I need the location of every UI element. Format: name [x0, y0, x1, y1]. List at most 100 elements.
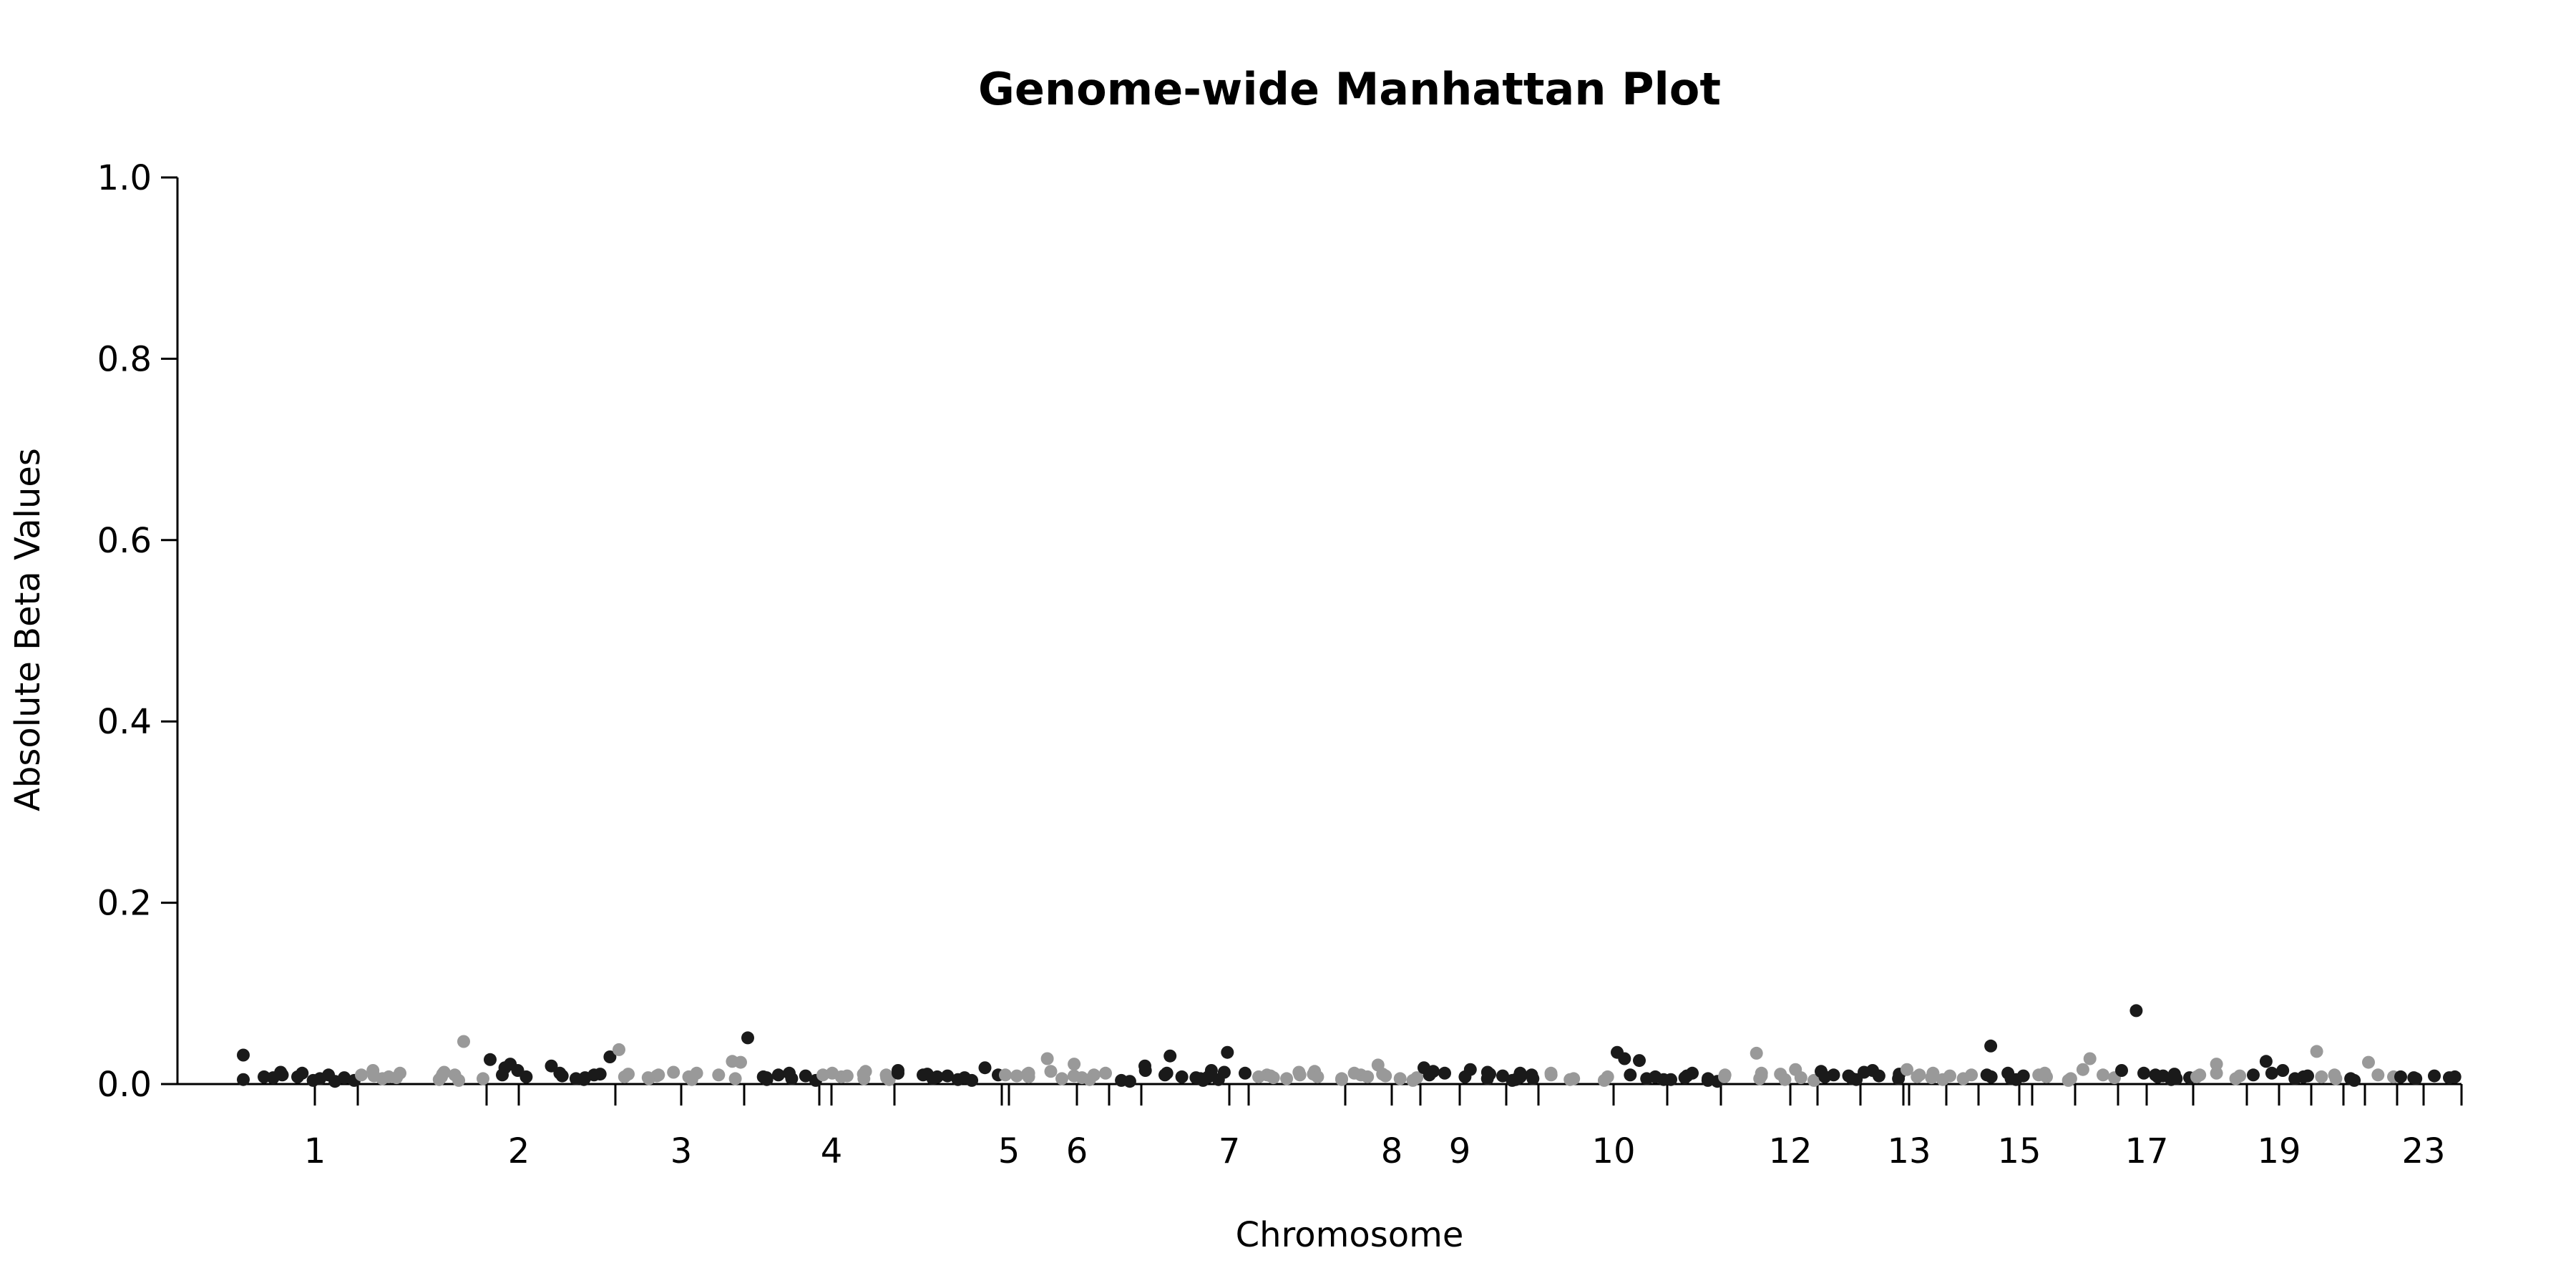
chr-23-point	[1980, 1068, 1994, 1082]
chr-22-point	[1965, 1068, 1979, 1082]
chr-25-point	[2076, 1063, 2089, 1076]
x-tick-label: 12	[1768, 1131, 1812, 1171]
chr-4-point	[712, 1068, 726, 1082]
chr-30-point	[2348, 1073, 2361, 1087]
chr-13-point	[1496, 1069, 1509, 1083]
chr-16-point	[1633, 1054, 1646, 1068]
chr-3-point	[587, 1068, 601, 1082]
chr-4-point	[667, 1065, 680, 1079]
chr-12-point	[1406, 1073, 1420, 1087]
chr-2-point	[477, 1072, 489, 1085]
chr-19-point	[1818, 1070, 1832, 1083]
chr-21-point	[1925, 1071, 1938, 1085]
chr-11-point	[1335, 1073, 1348, 1086]
chr-8-point	[1010, 1069, 1023, 1083]
chr-1-point	[274, 1065, 288, 1079]
chr-11-point	[1293, 1068, 1307, 1082]
chr-3-point	[496, 1068, 509, 1082]
chr-10-point	[1158, 1068, 1171, 1082]
chr-3-point	[545, 1059, 558, 1073]
chr-8-point	[1044, 1065, 1058, 1078]
chr-14-point	[1525, 1068, 1538, 1082]
chr-8-point	[1040, 1052, 1054, 1065]
chr-18-point	[1778, 1073, 1792, 1086]
chr-3-point	[555, 1069, 569, 1083]
chr-10-point	[1221, 1045, 1234, 1059]
chr-2-point	[457, 1035, 470, 1048]
chr-3-point	[603, 1050, 617, 1063]
chr-22-point	[1943, 1069, 1956, 1083]
chr-4-point	[622, 1068, 635, 1081]
x-tick-label: 8	[1381, 1131, 1403, 1171]
chr-26-point	[2129, 1004, 2143, 1018]
chr-1-point	[237, 1073, 250, 1086]
chr-21-point	[1911, 1070, 1924, 1083]
chr-18-point	[1794, 1071, 1807, 1085]
chart-title: Genome-wide Manhattan Plot	[978, 63, 1721, 115]
x-tick-label: 15	[1997, 1131, 2041, 1171]
chr-29-point	[2310, 1045, 2323, 1058]
chr-1-point	[237, 1048, 250, 1062]
chr-13-point	[1438, 1066, 1451, 1080]
x-tick-label: 7	[1219, 1131, 1241, 1171]
chr-10-point	[1217, 1065, 1231, 1079]
chr-1-point	[328, 1075, 342, 1088]
chr-25-point	[2097, 1068, 2109, 1082]
x-tick-label: 2	[508, 1131, 530, 1171]
chr-5-point	[760, 1071, 774, 1085]
chr-6-point	[840, 1069, 854, 1083]
chr-20-point	[1892, 1072, 1906, 1085]
y-tick-label: 0.0	[97, 1065, 152, 1105]
chr-16-point	[1640, 1072, 1654, 1085]
chr-32-point	[2428, 1069, 2441, 1083]
chr-17-point	[1701, 1073, 1714, 1087]
chr-4-point	[728, 1072, 742, 1085]
chr-1-point	[306, 1073, 320, 1087]
data-points	[237, 1004, 2462, 1088]
chr-4-point	[682, 1070, 696, 1083]
chr-21-point	[1901, 1063, 1913, 1076]
chr-12-point	[1376, 1068, 1390, 1081]
chr-8-point	[999, 1068, 1012, 1082]
y-tick-label: 0.4	[97, 702, 152, 742]
chr-27-point	[2190, 1070, 2203, 1083]
chr-8-point	[1068, 1058, 1081, 1071]
x-tick-label: 23	[2401, 1131, 2445, 1171]
chr-5-point	[741, 1031, 754, 1045]
chr-28-point	[2265, 1066, 2278, 1080]
chr-5-point	[783, 1066, 796, 1080]
chr-26-point	[2165, 1073, 2178, 1086]
chr-27-point	[2210, 1066, 2223, 1080]
chr-31-point	[2362, 1055, 2375, 1069]
chr-2-point	[355, 1068, 368, 1082]
chr-32-point	[2443, 1071, 2456, 1085]
chr-16-point	[1624, 1068, 1637, 1082]
x-tick-label: 1	[304, 1131, 326, 1171]
chr-13-point	[1483, 1068, 1496, 1081]
chr-3-point	[577, 1073, 590, 1086]
chr-9-point	[1123, 1075, 1136, 1088]
chr-11-point	[1280, 1072, 1294, 1085]
chr-32-point	[2394, 1070, 2407, 1083]
chr-8-point	[1020, 1068, 1034, 1081]
chr-23-point	[1984, 1039, 1998, 1053]
x-axis-label: Chromosome	[1236, 1215, 1464, 1255]
chr-2-point	[367, 1069, 381, 1083]
chr-7-point	[965, 1073, 979, 1087]
chr-26-point	[2115, 1064, 2128, 1077]
x-tick-label: 17	[2124, 1131, 2168, 1171]
chr-17-point	[1680, 1069, 1694, 1083]
chr-12-point	[1347, 1066, 1361, 1080]
chr-15-point	[1597, 1073, 1611, 1087]
chr-27-point	[2233, 1069, 2247, 1083]
chr-4-point	[641, 1071, 655, 1085]
chr-18-point	[1755, 1066, 1768, 1080]
chr-3-point	[519, 1070, 533, 1083]
chr-13-point	[1423, 1068, 1436, 1082]
chr-8-point	[1083, 1073, 1096, 1086]
chr-18-point	[1718, 1070, 1731, 1083]
chr-12-point	[1361, 1070, 1375, 1083]
y-tick-label: 0.2	[97, 884, 152, 924]
